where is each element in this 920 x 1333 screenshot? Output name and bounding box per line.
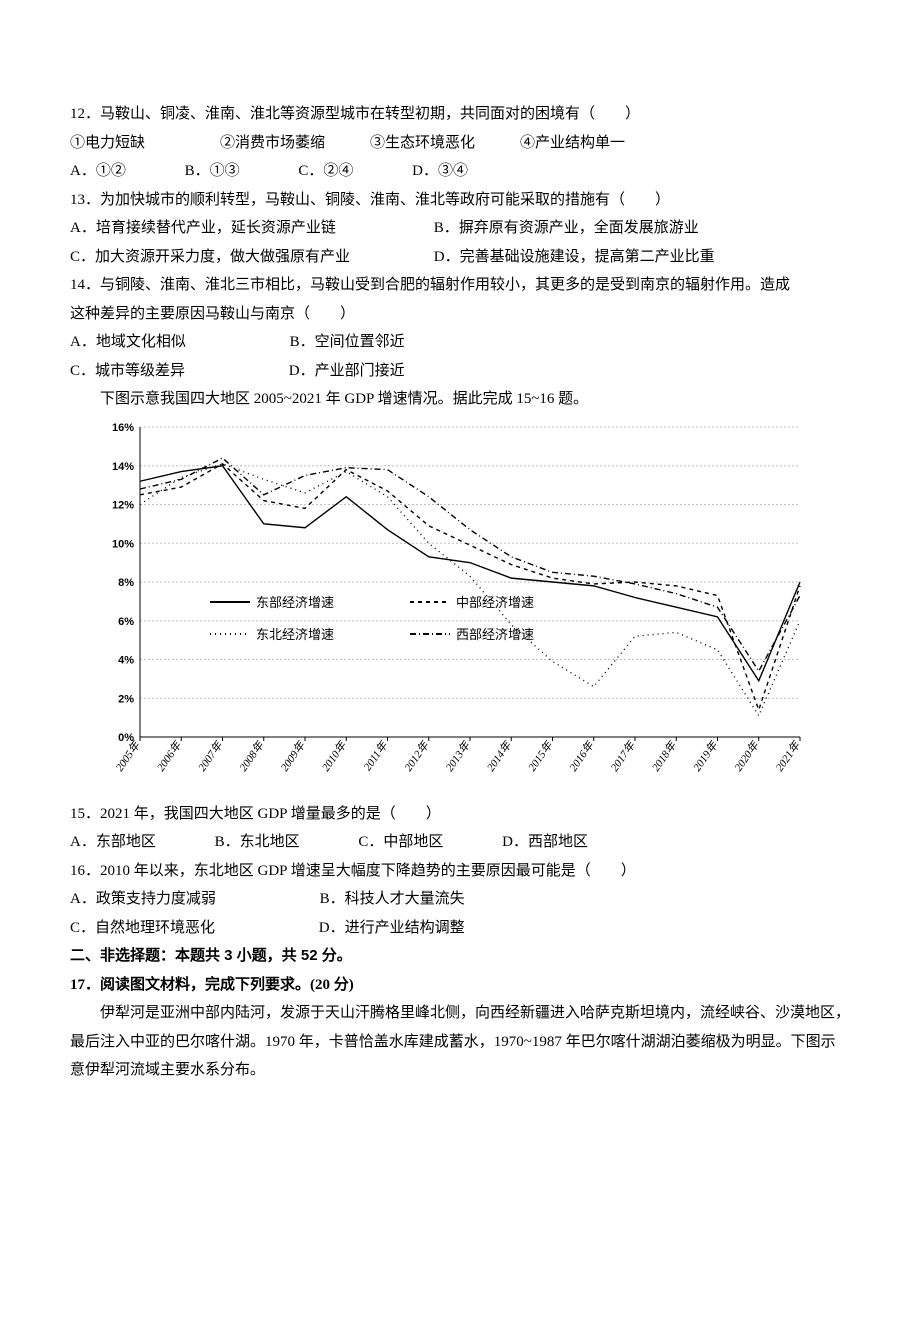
gdp-line-chart: 0%2%4%6%8%10%12%14%16%2005年2006年2007年200… [90, 422, 810, 792]
q16-stem: 16．2010 年以来，东北地区 GDP 增速呈大幅度下降趋势的主要原因最可能是… [70, 857, 850, 886]
q14-stem-2: 这种差异的主要原因马鞍山与南京（ ） [70, 300, 850, 329]
q13-options-row2: C．加大资源开采力度，做大做强原有产业 D．完善基础设施建设，提高第二产业比重 [70, 243, 850, 272]
q13-opt-c: C．加大资源开采力度，做大做强原有产业 [70, 243, 430, 272]
q16-options-row2: C．自然地理环境恶化 D．进行产业结构调整 [70, 914, 850, 943]
q14-options-row1: A．地域文化相似 B．空间位置邻近 [70, 328, 850, 357]
svg-text:14%: 14% [112, 460, 134, 472]
q12-opt-d: D．③④ [412, 157, 468, 186]
q16-options-row1: A．政策支持力度减弱 B．科技人才大量流失 [70, 885, 850, 914]
q14-stem-1: 14．与铜陵、淮南、淮北三市相比，马鞍山受到合肥的辐射作用较小，其更多的是受到南… [70, 271, 850, 300]
q12-items: ①电力短缺 ②消费市场萎缩 ③生态环境恶化 ④产业结构单一 [70, 129, 850, 158]
q14-options-row2: C．城市等级差异 D．产业部门接近 [70, 357, 850, 386]
q12-options: A．①② B．①③ C．②④ D．③④ [70, 157, 850, 186]
q15-opt-b: B．东北地区 [215, 828, 300, 857]
q14-opt-d: D．产业部门接近 [289, 357, 405, 386]
svg-text:2%: 2% [118, 693, 134, 705]
q15-opt-a: A．东部地区 [70, 828, 156, 857]
svg-text:4%: 4% [118, 654, 134, 666]
q12-stem: 12．马鞍山、铜凌、淮南、淮北等资源型城市在转型初期，共同面对的困境有（ ） [70, 100, 850, 129]
q15-stem: 15．2021 年，我国四大地区 GDP 增量最多的是（ ） [70, 800, 850, 829]
q12-opt-a: A．①② [70, 157, 126, 186]
svg-text:16%: 16% [112, 422, 134, 434]
chart-intro: 下图示意我国四大地区 2005~2021 年 GDP 增速情况。据此完成 15~… [70, 385, 850, 414]
svg-text:10%: 10% [112, 538, 134, 550]
svg-text:8%: 8% [118, 577, 134, 589]
svg-text:东部经济增速: 东部经济增速 [256, 595, 334, 610]
q14-opt-c: C．城市等级差异 [70, 357, 185, 386]
q13-opt-a: A．培育接续替代产业，延长资源产业链 [70, 214, 430, 243]
q12-opt-b: B．①③ [185, 157, 240, 186]
svg-text:6%: 6% [118, 615, 134, 627]
q15-options: A．东部地区 B．东北地区 C．中部地区 D．西部地区 [70, 828, 850, 857]
q16-opt-b: B．科技人才大量流失 [320, 885, 465, 914]
svg-text:12%: 12% [112, 499, 134, 511]
q15-opt-d: D．西部地区 [502, 828, 588, 857]
q16-opt-d: D．进行产业结构调整 [319, 914, 465, 943]
q15-opt-c: C．中部地区 [358, 828, 443, 857]
q16-opt-c: C．自然地理环境恶化 [70, 914, 215, 943]
q12-opt-c: C．②④ [298, 157, 353, 186]
section-2-heading: 二、非选择题：本题共 3 小题，共 52 分。 [70, 942, 850, 971]
q13-opt-b: B．摒弃原有资源产业，全面发展旅游业 [434, 214, 794, 243]
svg-text:中部经济增速: 中部经济增速 [456, 595, 534, 610]
q13-opt-d: D．完善基础设施建设，提高第二产业比重 [434, 243, 794, 272]
svg-text:东北经济增速: 东北经济增速 [256, 627, 334, 642]
q14-opt-a: A．地域文化相似 [70, 328, 186, 357]
q17-paragraph: 伊犁河是亚洲中部内陆河，发源于天山汗腾格里峰北侧，向西经新疆进入哈萨克斯坦境内，… [70, 999, 850, 1085]
svg-text:西部经济增速: 西部经济增速 [456, 627, 534, 642]
q14-opt-b: B．空间位置邻近 [290, 328, 405, 357]
gdp-line-chart-svg: 0%2%4%6%8%10%12%14%16%2005年2006年2007年200… [90, 422, 810, 792]
q13-options-row1: A．培育接续替代产业，延长资源产业链 B．摒弃原有资源产业，全面发展旅游业 [70, 214, 850, 243]
q16-opt-a: A．政策支持力度减弱 [70, 885, 216, 914]
q17-heading: 17．阅读图文材料，完成下列要求。(20 分) [70, 971, 850, 1000]
q13-stem: 13．为加快城市的顺利转型，马鞍山、铜陵、淮南、淮北等政府可能采取的措施有（ ） [70, 186, 850, 215]
